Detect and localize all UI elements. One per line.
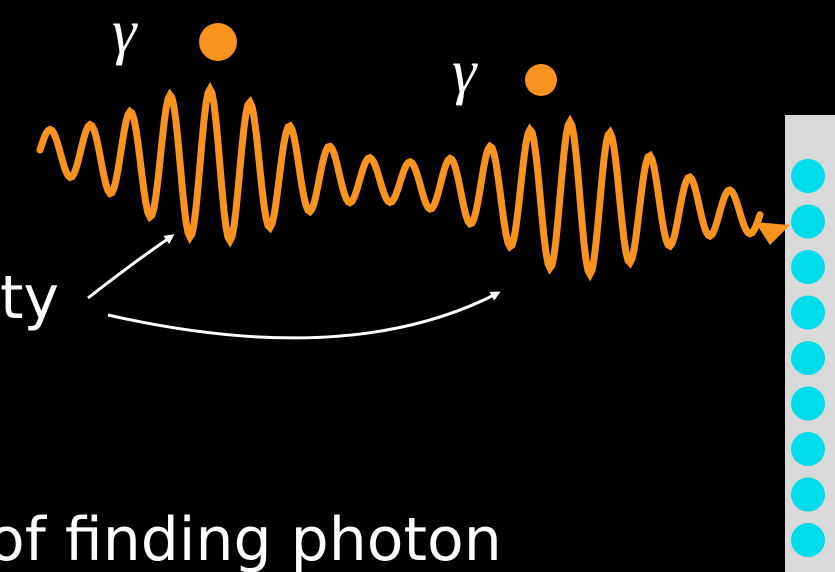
- photon-dot: [199, 23, 237, 61]
- detector-cell: [791, 159, 825, 193]
- detector-cell: [791, 478, 825, 512]
- slide: γ γ ty of finding photon: [0, 0, 835, 572]
- photon-dot: [525, 64, 557, 96]
- detector-cell: [791, 296, 825, 330]
- photon-symbol: γ: [112, 0, 138, 66]
- background: [0, 0, 835, 572]
- detector-cell: [791, 387, 825, 421]
- detector-cell: [791, 523, 825, 557]
- caption: of finding photon: [0, 505, 502, 572]
- label-fragment: ty: [0, 263, 59, 333]
- detector-cell: [791, 205, 825, 239]
- detector-cells: [791, 159, 825, 557]
- detector-cell: [791, 432, 825, 466]
- page: γ γ ty of finding photon (() => { const …: [0, 0, 835, 572]
- photon-symbol: γ: [452, 38, 478, 106]
- detector-cell: [791, 341, 825, 375]
- detector-cell: [791, 250, 825, 284]
